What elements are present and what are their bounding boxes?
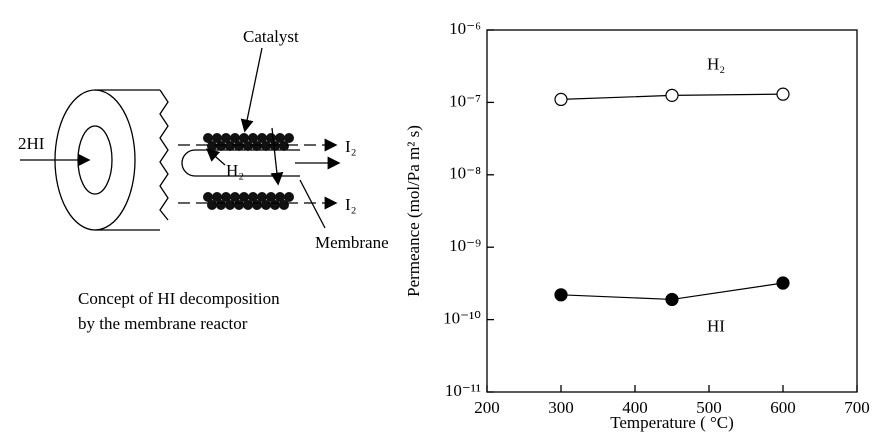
catalyst-particle xyxy=(275,133,285,143)
catalyst-particle xyxy=(203,192,213,202)
catalyst-particle xyxy=(212,133,222,143)
x-tick-label: 600 xyxy=(770,398,796,417)
catalyst-particle xyxy=(261,200,271,210)
data-point xyxy=(554,288,568,302)
catalyst-particle xyxy=(221,192,231,202)
catalyst-particle xyxy=(275,192,285,202)
catalyst-particle xyxy=(216,141,226,151)
tube-body xyxy=(95,89,169,231)
iodine-label: I₂ xyxy=(345,195,357,214)
catalyst-particle xyxy=(261,141,271,151)
catalyst-particle xyxy=(203,133,213,143)
catalyst-particle xyxy=(230,192,240,202)
membrane-pointer xyxy=(299,179,326,229)
x-tick-label: 200 xyxy=(474,398,500,417)
catalyst-particle xyxy=(279,200,289,210)
data-point xyxy=(665,88,679,102)
catalyst-particle xyxy=(207,141,217,151)
catalyst-particle xyxy=(243,141,253,151)
series-label: H₂ xyxy=(707,54,725,73)
catalyst-particle xyxy=(257,192,267,202)
caption: Concept of HI decomposition xyxy=(78,289,280,308)
catalyst-particle xyxy=(270,200,280,210)
catalyst-particle xyxy=(252,141,262,151)
catalyst-particle xyxy=(248,192,258,202)
x-axis-label: Temperature ( °C) xyxy=(610,413,734,432)
catalyst-particle xyxy=(216,200,226,210)
y-tick-label: 10⁻⁹ xyxy=(449,236,481,255)
membrane-label: Membrane xyxy=(315,233,389,252)
catalyst-particle xyxy=(248,133,258,143)
h2-pointer xyxy=(206,148,226,166)
x-tick-label: 400 xyxy=(622,398,648,417)
reactor-diagram: 2HI Catalyst I₂ H₂ I₂ Membrane Concept o… xyxy=(18,27,389,333)
series-label: HI xyxy=(707,316,725,335)
catalyst-particle xyxy=(225,141,235,151)
y-tick-label: 10⁻⁶ xyxy=(449,19,481,38)
catalyst-particle xyxy=(257,133,267,143)
membrane-tube xyxy=(181,149,300,177)
y-tick-label: 10⁻¹⁰ xyxy=(443,309,481,328)
caption: by the membrane reactor xyxy=(78,314,248,333)
catalyst-particle xyxy=(252,200,262,210)
catalyst-particle xyxy=(207,200,217,210)
data-point xyxy=(776,276,790,290)
plot-frame xyxy=(486,29,858,393)
data-point xyxy=(665,292,679,307)
y-axis-label: Permeance (mol/Pa m² s) xyxy=(404,125,423,297)
catalyst-pointer xyxy=(240,47,263,133)
x-tick-label: 300 xyxy=(548,398,574,417)
y-tick-label: 10⁻¹¹ xyxy=(445,381,481,400)
catalyst-particle xyxy=(234,200,244,210)
data-point xyxy=(554,92,568,107)
catalyst-particle xyxy=(266,192,276,202)
catalyst-label: Catalyst xyxy=(243,27,299,46)
catalyst-particle xyxy=(239,192,249,202)
catalyst-particle xyxy=(284,133,294,143)
iodine-label: I₂ xyxy=(345,137,357,156)
catalyst-particle xyxy=(279,141,289,151)
catalyst-particle xyxy=(230,133,240,143)
hydrogen-label: H₂ xyxy=(226,161,244,180)
catalyst-particle xyxy=(243,200,253,210)
catalyst-particle xyxy=(239,133,249,143)
inlet-label: 2HI xyxy=(18,134,45,153)
x-tick-label: 700 xyxy=(844,398,870,417)
catalyst-particle xyxy=(221,133,231,143)
catalyst-particle xyxy=(284,192,294,202)
catalyst-particle xyxy=(270,141,280,151)
catalyst-particle xyxy=(212,192,222,202)
x-tick-label: 500 xyxy=(696,398,722,417)
y-tick-label: 10⁻⁷ xyxy=(449,91,481,110)
catalyst-particle xyxy=(234,141,244,151)
membrane-pointer xyxy=(270,127,284,186)
data-point xyxy=(776,87,790,101)
y-tick-label: 10⁻⁸ xyxy=(449,164,481,183)
catalyst-particle xyxy=(225,200,235,210)
